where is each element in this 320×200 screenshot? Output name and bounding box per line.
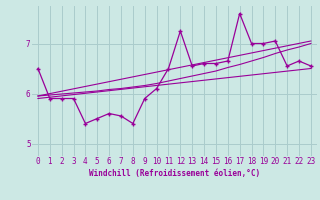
X-axis label: Windchill (Refroidissement éolien,°C): Windchill (Refroidissement éolien,°C) xyxy=(89,169,260,178)
